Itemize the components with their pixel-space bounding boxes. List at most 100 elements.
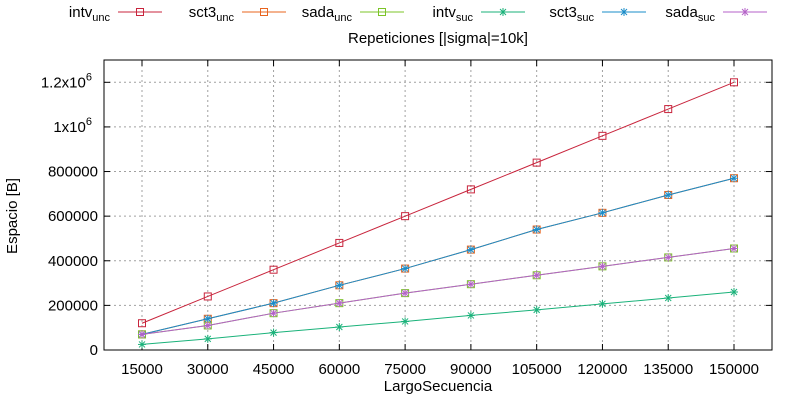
data-point [532, 271, 541, 280]
legend-label: sadaunc [302, 4, 353, 24]
data-point [138, 319, 146, 328]
data-point [401, 289, 410, 298]
series-line [141, 177, 735, 335]
star-stroke [499, 8, 507, 16]
data-point [401, 212, 410, 221]
star-stroke [335, 281, 343, 289]
star-stroke [741, 8, 749, 16]
data-point [203, 334, 212, 343]
x-tick-label: 135000 [643, 361, 693, 378]
y-axis: 0 200000 400000 600000 800000 1x106 1.2x106 [41, 71, 772, 359]
data-point [466, 185, 475, 194]
data-point [466, 245, 475, 254]
legend-swatch-marker [620, 8, 628, 16]
star-stroke [467, 312, 475, 319]
legend-swatch-marker [499, 8, 507, 16]
star-stroke [599, 209, 606, 217]
x-tick-label: 30000 [187, 361, 229, 378]
data-point [730, 244, 738, 253]
star-stroke [533, 271, 541, 279]
legend-entry: intvunc [69, 4, 162, 24]
data-point [401, 264, 410, 273]
y-tick-label: 1.2x106 [41, 71, 92, 91]
legend-swatch-marker [741, 8, 749, 16]
legend: intvunc sct3unc sadaunc intvsuc sct3suc sadas… [69, 4, 767, 24]
star-stroke [730, 174, 738, 182]
legend-swatch-marker [260, 8, 268, 16]
data-point [532, 305, 541, 314]
x-axis-label: LargoSecuencia [384, 378, 493, 395]
star-stroke [467, 280, 475, 288]
data-point [335, 299, 344, 308]
star-stroke [401, 289, 409, 297]
series-line [141, 248, 735, 335]
star-stroke [599, 262, 606, 270]
star-stroke [620, 8, 628, 16]
x-tick-label: 90000 [450, 361, 492, 378]
legend-label: sct3unc [189, 4, 235, 24]
data-point [203, 314, 212, 323]
data-point [138, 330, 146, 339]
star-stroke [599, 300, 606, 308]
data-point [532, 225, 541, 234]
legend-entry: intvsuc [433, 4, 525, 24]
legend-entry: sadasuc [665, 4, 767, 24]
data-point [269, 265, 278, 274]
data-point [730, 78, 738, 87]
x-tick-label: 120000 [577, 361, 627, 378]
star-stroke [335, 299, 343, 307]
star-stroke [138, 341, 146, 348]
data-point [730, 174, 738, 183]
data-point [269, 328, 278, 337]
data-point [203, 321, 212, 330]
x-tick-label: 105000 [512, 361, 562, 378]
star-stroke [270, 329, 277, 336]
x-tick-label: 60000 [318, 361, 360, 378]
series-line [141, 291, 735, 345]
legend-entry: sct3suc [549, 4, 646, 24]
data-point [335, 281, 344, 290]
star-stroke [664, 254, 672, 261]
y-axis-label: Espacio [B] [4, 178, 21, 254]
data-point [335, 238, 344, 247]
x-tick-label: 75000 [384, 361, 426, 378]
series-intv-suc [138, 288, 738, 349]
star-stroke [730, 245, 738, 252]
data-point [598, 299, 607, 308]
data-point [730, 288, 738, 296]
star-stroke [335, 323, 343, 331]
chart-title: Repeticiones [|sigma|=10k] [348, 30, 528, 47]
data-point [401, 317, 410, 326]
y-tick-label: 400000 [48, 253, 98, 270]
star-stroke [730, 288, 738, 296]
legend-label: sct3suc [549, 4, 594, 24]
data-point [532, 158, 541, 167]
data-point [598, 208, 607, 217]
star-stroke [533, 306, 541, 314]
y-tick-label: 600000 [48, 208, 98, 225]
star-stroke [401, 265, 409, 272]
data-point [269, 309, 278, 318]
star-stroke [270, 309, 277, 317]
y-tick-label: 1x106 [53, 116, 92, 136]
x-tick-label: 150000 [709, 361, 759, 378]
star-stroke [204, 322, 212, 329]
star-stroke [664, 191, 672, 199]
y-tick-label: 0 [90, 342, 98, 359]
data-point [664, 190, 673, 199]
series-intv-unc [138, 78, 738, 328]
data-point [466, 280, 475, 289]
y-tick-label: 200000 [48, 297, 98, 314]
star-stroke [204, 335, 212, 343]
star-stroke [138, 331, 146, 338]
star-stroke [664, 294, 672, 302]
data-point [664, 105, 673, 114]
legend-entry: sadaunc [302, 4, 404, 24]
legend-entry: sct3unc [189, 4, 286, 24]
data-point [203, 292, 212, 301]
star-stroke [270, 299, 277, 307]
series-sct3-suc [138, 174, 738, 339]
legend-swatch-marker [378, 8, 386, 16]
data-point [598, 262, 607, 271]
